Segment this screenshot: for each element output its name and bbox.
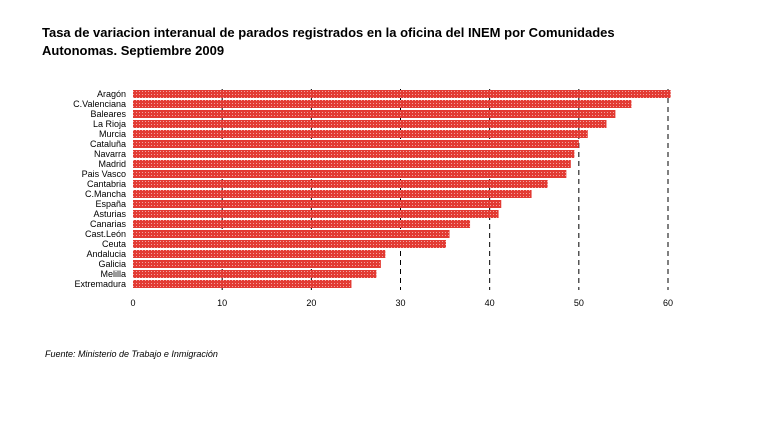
bar: [133, 270, 377, 278]
bar: [133, 230, 450, 238]
x-tick-label: 50: [574, 298, 584, 308]
bar: [133, 250, 386, 258]
x-tick-label: 30: [395, 298, 405, 308]
category-label: Pais Vasco: [82, 169, 126, 179]
x-tick-label: 40: [485, 298, 495, 308]
category-label: Aragón: [97, 89, 126, 99]
category-label: Cataluña: [90, 139, 126, 149]
chart-title: Tasa de variacion interanual de parados …: [42, 25, 615, 58]
category-label: Melilla: [100, 269, 126, 279]
bar: [133, 120, 607, 128]
bar: [133, 280, 352, 288]
bar: [133, 160, 571, 168]
bar: [133, 100, 632, 108]
category-label: Extremadura: [74, 279, 126, 289]
bar: [133, 180, 548, 188]
bar: [133, 190, 532, 198]
x-tick-label: 0: [130, 298, 135, 308]
bars: [133, 90, 671, 288]
category-label: España: [95, 199, 126, 209]
category-label: Galicia: [98, 259, 126, 269]
x-tick-label: 60: [663, 298, 673, 308]
category-label: Asturias: [93, 209, 126, 219]
bar: [133, 220, 471, 228]
x-tick-label: 10: [217, 298, 227, 308]
x-tick-label: 20: [306, 298, 316, 308]
category-label: C.Valenciana: [73, 99, 126, 109]
category-label: Cast.León: [85, 229, 126, 239]
grid-lines: [221, 89, 669, 290]
category-label: Murcia: [99, 129, 126, 139]
bar: [133, 150, 575, 158]
category-label: Navarra: [94, 149, 126, 159]
bar: [133, 140, 579, 148]
category-label: Ceuta: [102, 239, 126, 249]
category-label: Andalucia: [86, 249, 126, 259]
bar: [133, 110, 616, 118]
bar: [133, 90, 671, 98]
bar: [133, 170, 567, 178]
source-note: Fuente: Ministerio de Trabajo e Inmigrac…: [45, 349, 218, 359]
bar: [133, 200, 502, 208]
bar: [133, 260, 381, 268]
x-tick-labels: 0 10 20 30 40 50 60: [130, 298, 673, 308]
bar: [133, 240, 446, 248]
category-label: C.Mancha: [85, 189, 126, 199]
bar: [133, 210, 499, 218]
bar: [133, 130, 588, 138]
category-label: La Rioja: [93, 119, 126, 129]
category-label: Cantabria: [87, 179, 126, 189]
category-label: Canarias: [90, 219, 127, 229]
category-label: Baleares: [90, 109, 126, 119]
category-label: Madrid: [98, 159, 126, 169]
